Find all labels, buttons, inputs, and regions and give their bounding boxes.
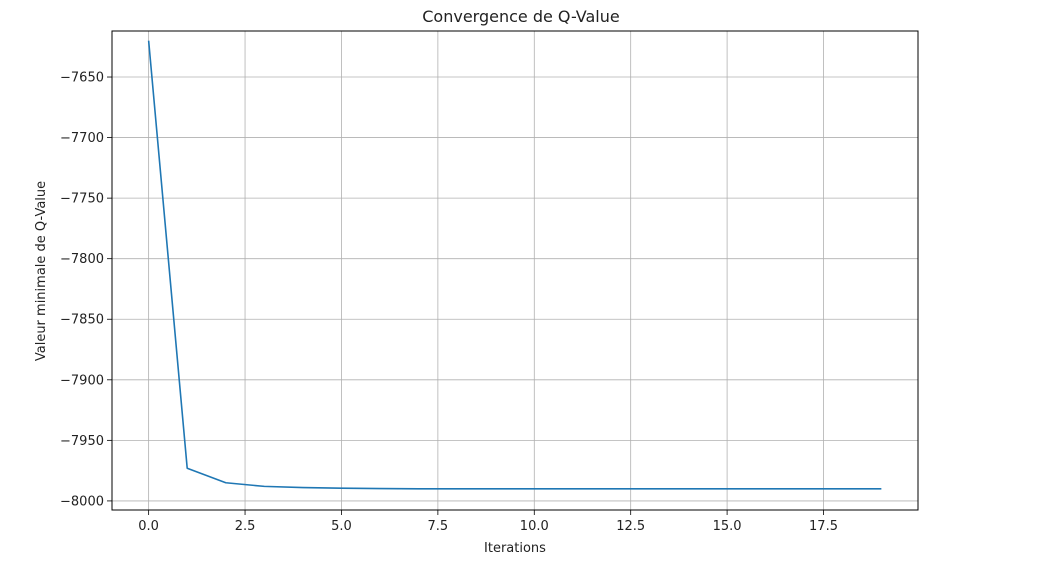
y-tick-label: −7750 [60, 192, 104, 207]
chart-title: Convergence de Q-Value [422, 7, 619, 26]
x-tick-label: 12.5 [616, 519, 645, 534]
x-tick-label: 15.0 [713, 519, 742, 534]
series-line [147, 40, 882, 490]
grid [112, 31, 918, 510]
y-tick-label: −8000 [60, 494, 104, 509]
y-axis-label: Valeur minimale de Q-Value [34, 181, 49, 361]
y-tick-label: −7900 [60, 373, 104, 388]
y-axis: −7650 −7700 −7750 −7800 −7850 −7900 −7950 −8000 [60, 71, 112, 509]
x-tick-label: 10.0 [520, 519, 549, 534]
y-tick-label: −7850 [60, 313, 104, 328]
x-tick-label: 5.0 [331, 519, 352, 534]
y-tick-label: −7650 [60, 71, 104, 86]
x-tick-label: 7.5 [428, 519, 449, 534]
y-tick-label: −7950 [60, 434, 104, 449]
x-axis: 0.0 2.5 5.0 7.5 10.0 12.5 15.0 17.5 [138, 510, 838, 534]
y-tick-label: −7800 [60, 252, 104, 267]
y-tick-label: −7700 [60, 131, 104, 146]
x-axis-label: Iterations [484, 541, 546, 556]
plot-frame [111, 30, 919, 511]
x-tick-label: 0.0 [138, 519, 159, 534]
x-tick-label: 17.5 [809, 519, 838, 534]
x-tick-label: 2.5 [235, 519, 256, 534]
